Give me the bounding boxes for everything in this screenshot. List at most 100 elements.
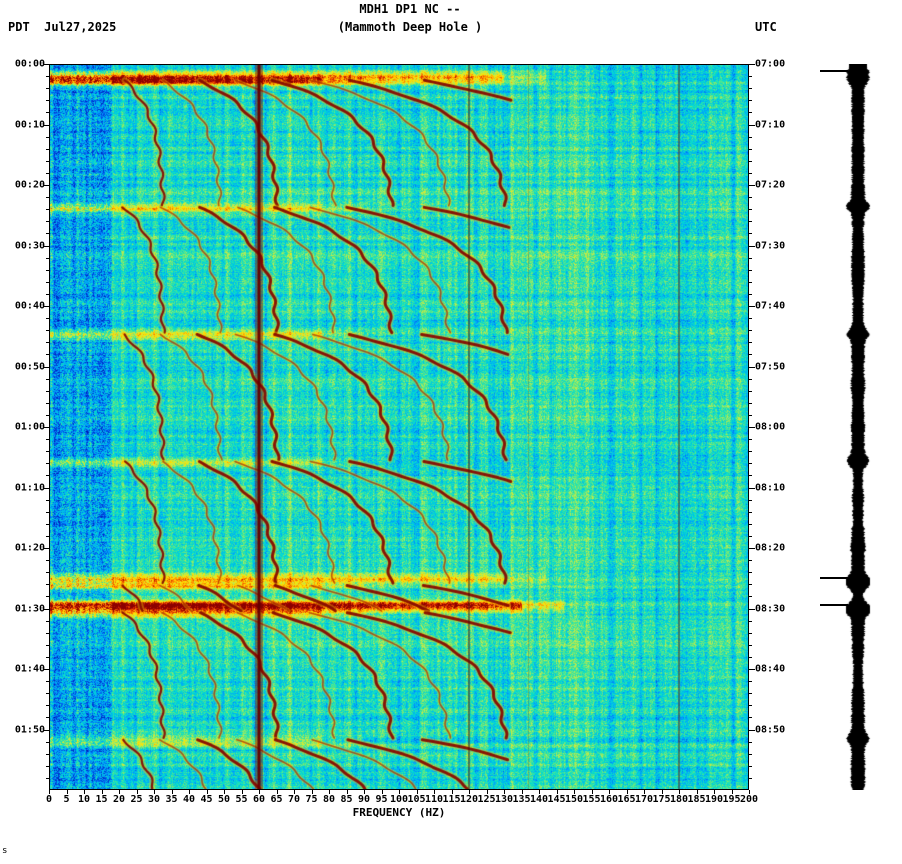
pdt-label: PDT [8, 20, 30, 34]
freq-tick-label: 45 [200, 794, 213, 805]
freq-tick [346, 790, 348, 794]
freq-tick-label: 170 [634, 794, 654, 805]
freq-tick-label: 120 [459, 794, 479, 805]
freq-tick-label: 85 [340, 794, 353, 805]
time-tick-minor-left [46, 560, 49, 562]
freq-tick [679, 790, 680, 794]
freq-tick [556, 790, 558, 794]
time-tick-minor-right [749, 463, 752, 465]
time-tick-minor-right [749, 160, 752, 162]
event-marker-line [820, 604, 848, 607]
time-tick-major-left [43, 487, 49, 489]
time-tick-minor-left [46, 172, 49, 174]
freq-tick-label: 150 [564, 794, 584, 805]
time-tick-major-left [43, 245, 49, 247]
freq-tick-label: 195 [722, 794, 741, 805]
time-tick-major-left [43, 64, 49, 65]
freq-tick [49, 790, 50, 794]
time-tick-minor-right [749, 693, 752, 695]
freq-tick [749, 790, 750, 794]
time-tick-minor-right [749, 172, 752, 174]
freq-tick [416, 790, 418, 794]
time-tick-minor-left [46, 281, 49, 283]
freq-tick-label: 160 [599, 794, 619, 805]
time-tick-minor-left [46, 148, 49, 150]
time-tick-major-right [749, 366, 755, 368]
time-tick-minor-right [749, 221, 752, 223]
date-label: Jul27,2025 [44, 20, 117, 34]
time-label-left: 00:00 [14, 58, 45, 70]
time-tick-minor-left [46, 318, 49, 320]
freq-tick-label: 185 [687, 794, 706, 805]
time-tick-minor-left [46, 753, 49, 755]
freq-tick [521, 790, 523, 794]
freq-tick-label: 0 [45, 794, 53, 805]
time-tick-minor-left [46, 330, 49, 332]
time-tick-minor-left [46, 681, 49, 683]
time-label-right: 07:10 [755, 119, 786, 130]
time-tick-minor-right [749, 390, 752, 392]
time-tick-minor-right [749, 523, 752, 525]
time-label-right: 07:00 [755, 58, 786, 70]
time-label-left: 01:40 [14, 663, 45, 675]
time-label-right: 07:50 [755, 361, 786, 372]
freq-tick [329, 790, 330, 794]
freq-tick-label: 105 [407, 794, 426, 805]
time-tick-minor-right [749, 753, 752, 755]
time-label-right: 08:30 [755, 603, 786, 614]
freq-tick [66, 790, 68, 794]
freq-tick-label: 40 [182, 794, 196, 805]
station-title: MDH1 DP1 NC -- [359, 2, 461, 16]
time-tick-minor-right [749, 342, 752, 344]
freq-tick-label: 20 [112, 794, 126, 805]
time-label-right: 08:40 [755, 663, 786, 675]
time-tick-major-right [749, 729, 755, 731]
freq-tick [224, 790, 225, 794]
freq-tick-label: 70 [287, 794, 301, 805]
freq-tick-label: 100 [389, 794, 409, 805]
freq-tick [101, 790, 103, 794]
time-tick-minor-right [749, 644, 752, 646]
freq-tick [136, 790, 138, 794]
freq-tick [486, 790, 488, 794]
time-tick-minor-right [749, 197, 752, 199]
time-tick-minor-left [46, 705, 49, 707]
freq-tick [609, 790, 610, 794]
time-tick-minor-left [46, 765, 49, 767]
time-label-left: 01:50 [14, 724, 45, 735]
time-tick-minor-left [46, 535, 49, 537]
freq-tick [626, 790, 628, 794]
time-tick-major-right [749, 548, 755, 549]
timezone-date-left: PDT Jul27,2025 [8, 20, 116, 34]
freq-tick-label: 15 [95, 794, 108, 805]
event-marker-line [820, 577, 848, 580]
time-tick-minor-right [749, 765, 752, 767]
freq-tick-label: 125 [477, 794, 496, 805]
time-tick-minor-right [749, 681, 752, 683]
time-tick-minor-left [46, 257, 49, 259]
time-tick-minor-left [46, 209, 49, 211]
freq-tick-label: 135 [512, 794, 531, 805]
freq-tick-label: 90 [357, 794, 371, 805]
freq-tick-label: 95 [375, 794, 388, 805]
time-tick-minor-right [749, 511, 752, 513]
freq-tick [714, 790, 715, 794]
time-tick-major-right [749, 185, 755, 186]
time-label-left: 01:20 [14, 542, 45, 554]
time-tick-minor-right [749, 378, 752, 380]
freq-tick [399, 790, 400, 794]
time-tick-major-right [749, 669, 755, 670]
freq-tick [364, 790, 365, 794]
time-tick-minor-left [46, 76, 49, 78]
time-tick-minor-left [46, 233, 49, 235]
time-tick-minor-left [46, 620, 49, 622]
freq-tick-label: 5 [63, 794, 70, 805]
time-tick-major-left [43, 608, 49, 610]
time-tick-minor-right [749, 269, 752, 271]
time-tick-minor-right [749, 741, 752, 743]
time-tick-minor-right [749, 632, 752, 634]
time-tick-major-left [43, 729, 49, 731]
time-tick-major-left [43, 185, 49, 186]
time-tick-minor-left [46, 378, 49, 380]
